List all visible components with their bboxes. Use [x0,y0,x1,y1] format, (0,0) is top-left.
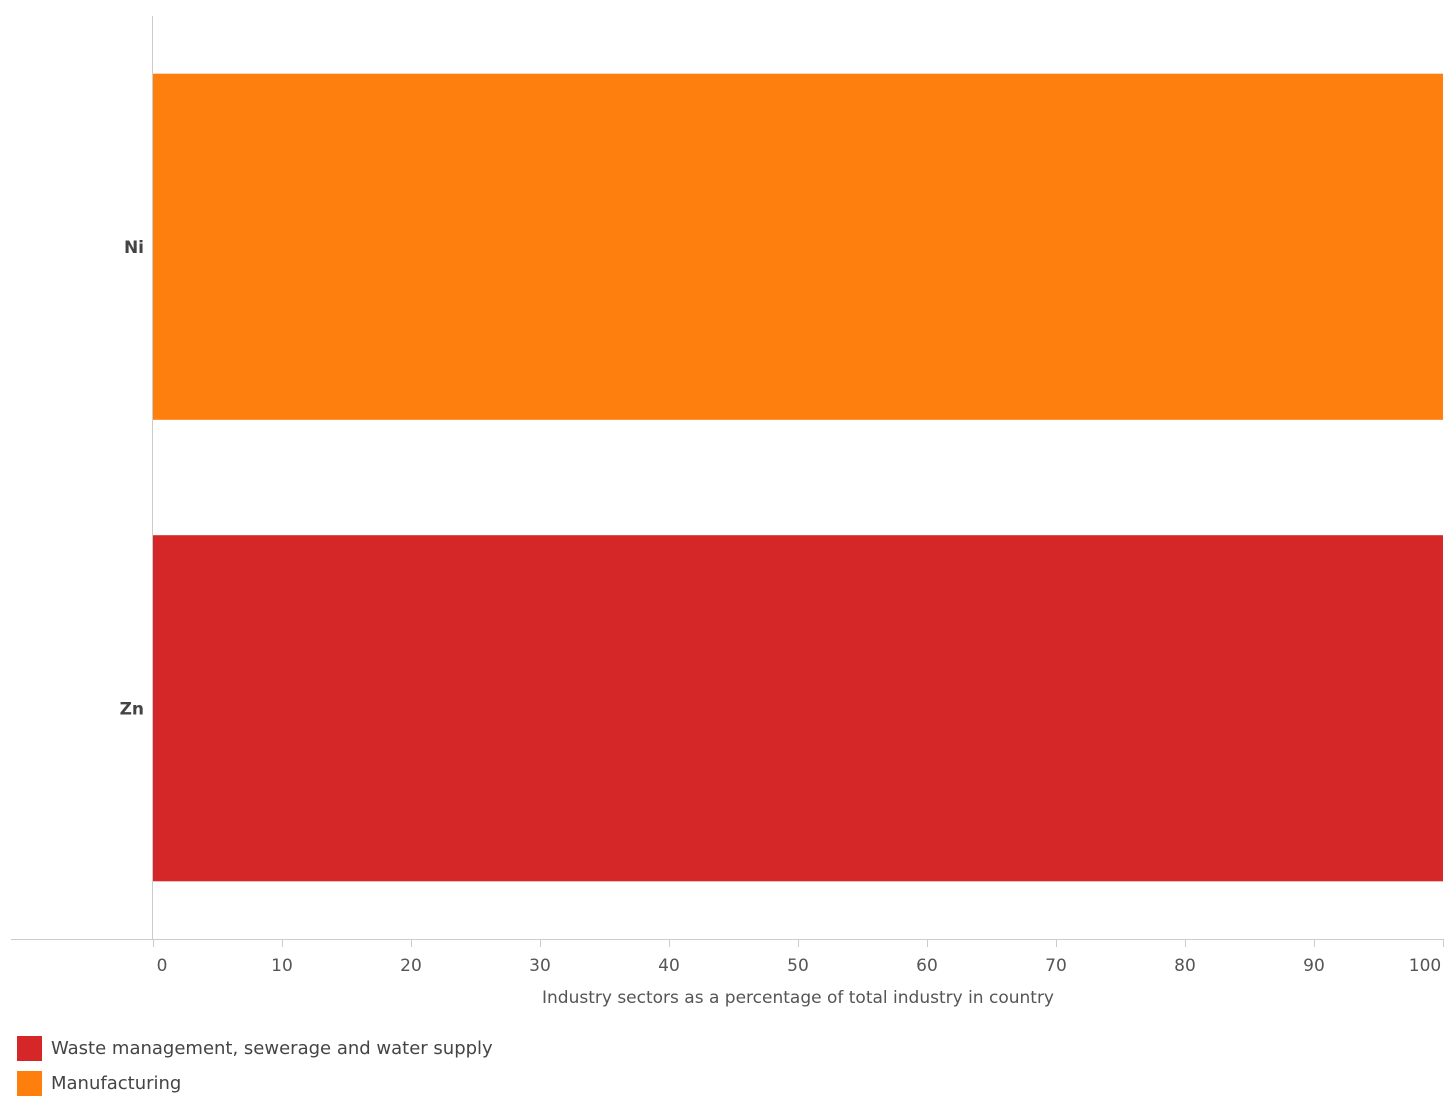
legend-swatch-waste-management [17,1036,42,1061]
legend: Waste management, sewerage and water sup… [17,1036,493,1106]
legend-label-waste-management: Waste management, sewerage and water sup… [51,1038,493,1059]
x-tick-label: 30 [529,956,551,976]
category-label-zn: Zn [120,699,144,719]
bars-layer [153,73,1443,882]
x-ticks-layer: 0 10 20 30 40 50 60 70 80 90 100 [153,939,1444,976]
x-tick-label: 40 [658,956,680,976]
bar-zn-waste-management-sewerage-and-water-supply[interactable] [153,535,1443,882]
x-tick-label: 70 [1045,956,1067,976]
legend-swatch-manufacturing [17,1071,42,1096]
x-tick-label: 90 [1303,956,1325,976]
x-tick-label: 60 [916,956,938,976]
legend-label-manufacturing: Manufacturing [51,1073,182,1094]
legend-item-waste-management[interactable]: Waste management, sewerage and water sup… [17,1036,493,1061]
x-tick-label: 10 [271,956,293,976]
x-tick-label: 20 [400,956,422,976]
category-labels-layer: Ni Zn [120,238,144,720]
legend-item-manufacturing[interactable]: Manufacturing [17,1071,493,1096]
category-label-ni: Ni [124,238,144,258]
x-tick-label: 0 [157,956,168,976]
x-tick-label: 80 [1174,956,1196,976]
bar-ni-manufacturing[interactable] [153,73,1443,420]
x-tick-label: 100 [1409,956,1441,976]
x-tick-label: 50 [787,956,809,976]
x-axis-title: Industry sectors as a percentage of tota… [542,988,1054,1008]
